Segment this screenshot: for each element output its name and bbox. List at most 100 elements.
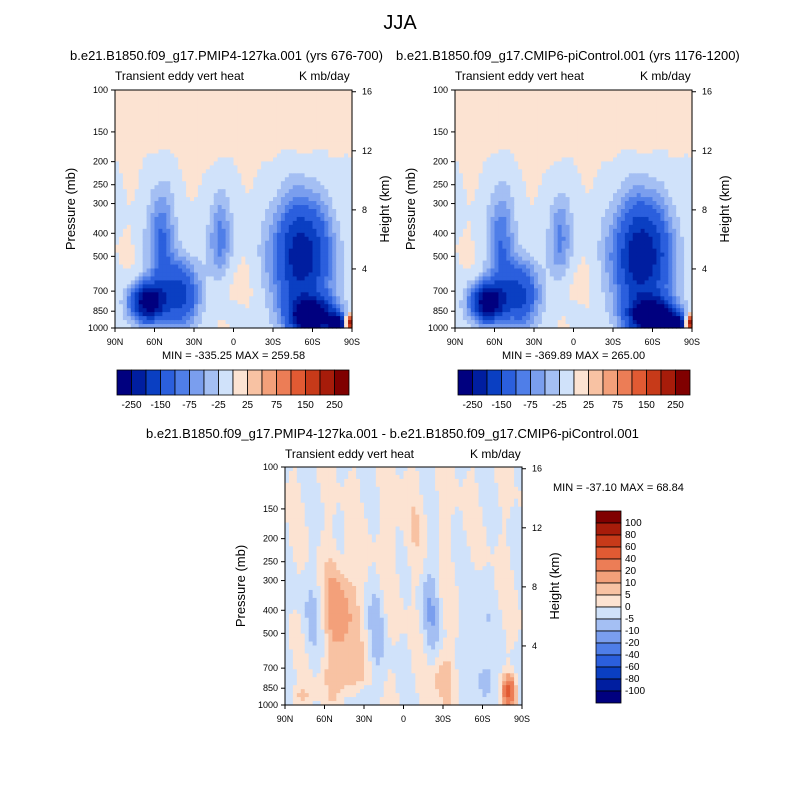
heatmap-cell — [142, 101, 148, 107]
heatmap-cell — [146, 256, 152, 262]
heatmap-cell — [174, 304, 179, 309]
heatmap-cell — [257, 157, 262, 162]
heatmap-cell — [458, 149, 464, 155]
heatmap-cell — [288, 288, 294, 293]
heatmap-cell — [320, 129, 325, 135]
heatmap-cell — [466, 248, 472, 254]
heatmap-cell — [466, 93, 472, 99]
heatmap-cell — [249, 133, 254, 139]
heatmap-cell — [225, 304, 231, 309]
heatmap-cell — [178, 296, 183, 301]
heatmap-cell — [174, 216, 179, 222]
heatmap-cell — [482, 264, 488, 270]
heatmap-cell — [292, 228, 298, 234]
heatmap-cell — [261, 177, 266, 182]
heatmap-cell — [269, 300, 274, 305]
heatmap-cell — [332, 304, 337, 309]
heatmap-cell — [276, 93, 282, 99]
heatmap-cell — [186, 284, 191, 289]
heatmap-cell — [241, 316, 246, 321]
heatmap-cell — [530, 304, 535, 309]
heatmap-cell — [316, 209, 321, 214]
heatmap-cell — [482, 181, 488, 186]
heatmap-cell — [534, 264, 539, 270]
heatmap-cell — [455, 189, 460, 194]
heatmap-cell — [498, 169, 503, 174]
heatmap-cell — [229, 212, 235, 218]
heatmap-cell — [466, 153, 472, 159]
heatmap-cell — [534, 137, 539, 143]
heatmap-cell — [534, 109, 539, 115]
heatmap-cell — [229, 153, 235, 159]
heatmap-cell — [344, 97, 349, 103]
heatmap-cell — [245, 256, 250, 262]
heatmap-cell — [466, 216, 472, 222]
heatmap-cell — [221, 185, 227, 190]
heatmap-cell — [174, 137, 179, 143]
heatmap-cell — [530, 193, 535, 198]
heatmap-cell — [233, 165, 239, 170]
heatmap-cell — [332, 252, 337, 258]
heatmap-cell — [324, 177, 329, 182]
heatmap-cell — [221, 292, 227, 297]
heatmap-cell — [344, 284, 349, 289]
heatmap-cell — [118, 97, 124, 103]
heatmap-cell — [241, 224, 246, 230]
heatmap-cell — [162, 304, 167, 309]
heatmap-cell — [241, 236, 246, 242]
heatmap-cell — [458, 292, 464, 297]
heatmap-cell — [348, 205, 353, 210]
heatmap-cell — [466, 197, 472, 202]
heatmap-cell — [482, 252, 488, 258]
heatmap-cell — [292, 137, 298, 143]
heatmap-cell — [312, 296, 318, 301]
heatmap-cell — [190, 320, 195, 325]
heatmap-cell — [300, 197, 306, 202]
heatmap-cell — [225, 137, 231, 143]
heatmap-cell — [217, 129, 223, 135]
heatmap-cell — [245, 101, 250, 107]
heatmap-cell — [221, 248, 227, 254]
heatmap-cell — [201, 240, 207, 246]
heatmap-cell — [466, 256, 472, 262]
heatmap-cell — [494, 272, 500, 278]
heatmap-cell — [534, 220, 539, 226]
heatmap-cell — [304, 93, 310, 99]
heatmap-cell — [344, 193, 349, 198]
heatmap-cell — [348, 97, 353, 103]
heatmap-cell — [466, 280, 472, 285]
heatmap-cell — [194, 109, 199, 115]
heatmap-cell — [288, 264, 294, 270]
heatmap-cell — [534, 320, 539, 325]
heatmap-cell — [526, 256, 531, 262]
heatmap-cell — [308, 264, 314, 270]
heatmap-cell — [458, 101, 464, 107]
heatmap-cell — [225, 185, 231, 190]
heatmap-cell — [194, 228, 199, 234]
heatmap-cell — [514, 101, 519, 107]
heatmap-cell — [534, 165, 539, 170]
heatmap-cell — [162, 185, 167, 190]
heatmap-cell — [474, 121, 480, 127]
heatmap-cell — [498, 316, 503, 321]
heatmap-cell — [130, 153, 136, 159]
heatmap-cell — [186, 109, 191, 115]
heatmap-cell — [162, 205, 167, 210]
heatmap-cell — [462, 248, 468, 254]
colorbar-swatch — [290, 369, 306, 396]
heatmap-cell — [522, 312, 527, 317]
heatmap-cell — [190, 177, 195, 182]
heatmap-cell — [269, 101, 274, 107]
heatmap-cell — [158, 284, 163, 289]
heatmap-cell — [466, 109, 472, 115]
heatmap-cell — [458, 284, 464, 289]
heatmap-cell — [336, 101, 341, 107]
heatmap-cell — [257, 256, 262, 262]
heatmap-cell — [130, 264, 136, 270]
heatmap-cell — [300, 125, 306, 131]
heatmap-cell — [466, 260, 472, 266]
heatmap-cell — [490, 185, 496, 190]
heatmap-cell — [269, 141, 274, 147]
heatmap-cell — [166, 149, 171, 155]
heatmap-cell — [518, 93, 523, 99]
